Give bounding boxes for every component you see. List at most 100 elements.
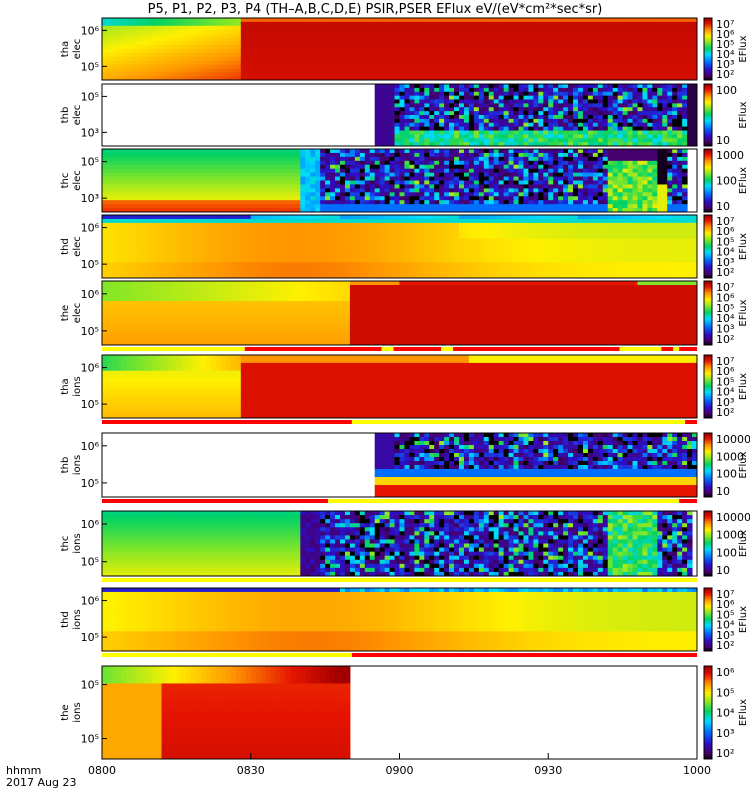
spectrogram-cell: [543, 45, 549, 50]
spectrogram-cell: [573, 156, 579, 162]
spectrogram-cell: [637, 126, 643, 132]
spectrogram-cell: [409, 99, 415, 104]
spectrogram-cell: [478, 184, 485, 189]
spectrogram-cell: [186, 49, 192, 54]
spectrogram-cell: [617, 45, 624, 50]
colorbar-segment: [704, 27, 712, 30]
spectrogram-cell: [488, 149, 495, 154]
spectrogram-cell: [463, 134, 470, 139]
spectrogram-cell: [652, 142, 658, 147]
spectrogram-cell: [111, 160, 118, 166]
spectrogram-cell: [617, 172, 624, 178]
spectrogram-cell: [587, 18, 594, 23]
spectrogram-cell: [225, 45, 232, 50]
spectrogram-cell: [568, 164, 574, 170]
spectrogram-cell: [493, 37, 500, 42]
spectrogram-cell: [657, 29, 663, 35]
spectrogram-cell: [196, 49, 202, 54]
spectrogram-cell: [444, 111, 450, 116]
spectrogram-cell: [325, 152, 331, 158]
spectrogram-cell: [627, 64, 634, 69]
spectrogram-cell: [578, 111, 584, 116]
spectrogram-cell: [221, 45, 227, 50]
spectrogram-cell: [518, 103, 524, 108]
spectrogram-cell: [419, 76, 425, 81]
spectrogram-cell: [488, 41, 495, 46]
spectrogram-cell: [424, 164, 430, 170]
spectrogram-cell: [340, 29, 346, 35]
spectrogram-cell: [300, 68, 306, 73]
spectrogram-cell: [578, 87, 584, 93]
spectrogram-cell: [344, 49, 351, 54]
spectrogram-cell: [682, 200, 688, 205]
spectrogram-cell: [672, 126, 678, 132]
spectrogram-cell: [270, 41, 277, 46]
spectrogram-cell: [503, 107, 510, 112]
spectrogram-cell: [315, 156, 321, 162]
spectrogram-cell: [468, 49, 475, 54]
spectrogram-cell: [255, 72, 262, 77]
spectrogram-cell: [518, 64, 524, 69]
spectrogram-cell: [602, 188, 609, 193]
spectrogram-cell: [553, 68, 559, 73]
spectrogram-cell: [265, 204, 272, 209]
spectrogram-cell: [379, 103, 386, 108]
spectrogram-cell: [106, 172, 113, 178]
spectrogram-cell: [622, 130, 629, 135]
spectrogram-cell: [106, 72, 113, 77]
spectrogram-cell: [444, 21, 450, 27]
colorbar-segment: [704, 197, 712, 200]
spectrogram-cell: [652, 126, 658, 132]
spectrogram-cell: [642, 29, 648, 35]
spectrogram-cell: [116, 208, 123, 213]
spectrogram-cell: [548, 18, 554, 23]
spectrogram-cell: [582, 184, 589, 189]
spectrogram-cell: [503, 68, 510, 73]
spectrogram-cell: [399, 21, 405, 27]
spectrogram-cell: [463, 149, 470, 154]
spectrogram-cell: [305, 160, 311, 166]
spectrogram-cell: [503, 111, 510, 116]
spectrogram-cell: [315, 149, 321, 154]
spectrogram-cell: [468, 52, 475, 58]
spectrogram-cell: [166, 33, 172, 38]
spectrogram-cell: [265, 76, 272, 81]
spectrogram-cell: [111, 49, 118, 54]
spectrogram-cell: [508, 142, 515, 147]
spectrogram-cell: [399, 168, 405, 174]
spectrogram-cell: [300, 56, 306, 62]
spectrogram-cell: [295, 152, 301, 158]
spectrogram-cell: [637, 41, 643, 46]
spectrogram-cell: [290, 180, 296, 185]
spectrogram-cell: [216, 164, 222, 170]
spectrogram-cell: [528, 37, 534, 42]
spectrogram-cell: [156, 188, 162, 193]
spectrogram-cell: [602, 172, 609, 178]
colorbar-segment: [704, 30, 712, 33]
colorbar-frame: [703, 83, 713, 147]
spectrogram-cell: [657, 21, 663, 27]
spectrogram-cell: [582, 52, 589, 58]
spectrogram-cell: [434, 25, 440, 31]
spectrogram-cell: [523, 37, 529, 42]
spectrogram-cell: [330, 76, 336, 81]
spectrogram-cell: [602, 152, 609, 158]
spectrogram-cell: [111, 192, 118, 197]
spectrogram-cell: [186, 33, 192, 38]
spectrogram-cell: [111, 72, 118, 77]
spectrogram-cell: [106, 56, 113, 62]
spectrogram-cell: [652, 87, 658, 93]
spectrogram-cell: [141, 25, 148, 31]
spectrogram-cell: [687, 29, 693, 35]
spectrogram-cell: [349, 156, 356, 162]
spectrogram-cell: [473, 172, 480, 178]
spectrogram-cell: [394, 60, 400, 66]
spectrogram-cell: [508, 156, 515, 162]
spectrogram-cell: [647, 76, 653, 81]
spectrogram-cell: [473, 84, 480, 89]
spectrogram-cell: [305, 37, 311, 42]
spectrogram-cell: [156, 160, 162, 166]
spectrogram-cell: [444, 122, 450, 128]
spectrogram-cell: [196, 41, 202, 46]
spectrogram-cell: [121, 72, 128, 77]
